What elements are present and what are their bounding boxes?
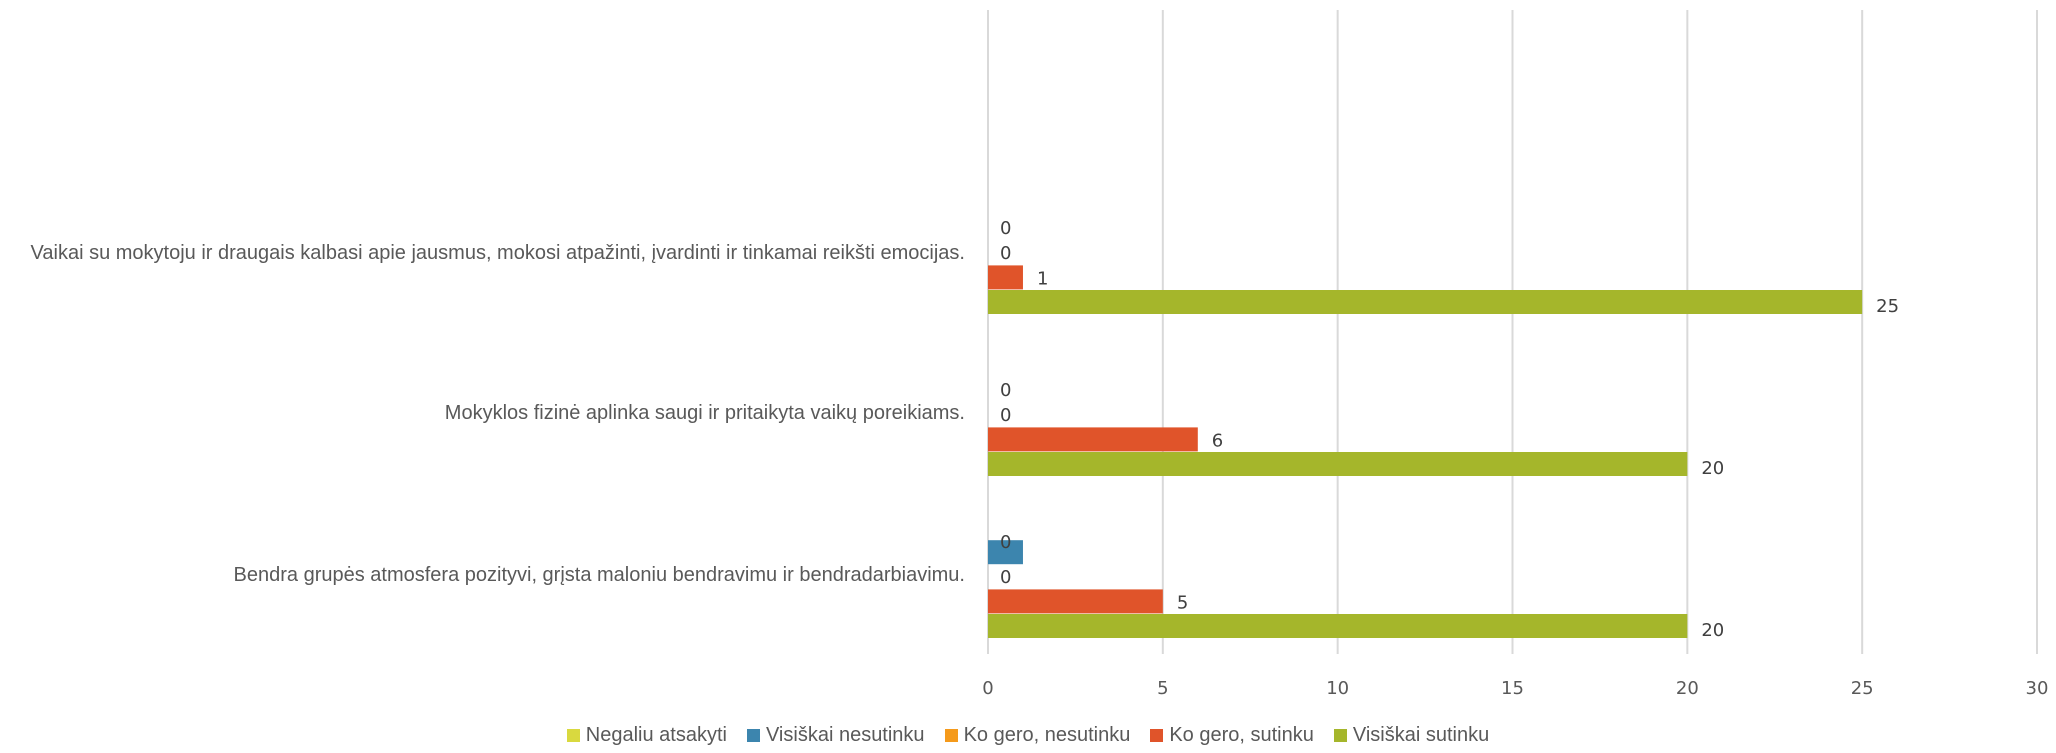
category-label-line: Mokyklos fizinė aplinka saugi ir pritaik… [445,402,965,424]
bar [988,427,1198,451]
data-label: 20 [1701,620,1724,641]
category-label: Mokyklos fizinė aplinka saugi ir pritaik… [445,402,965,424]
x-tick-label: 0 [982,678,993,699]
category-labels: Vaikai su mokytoju ir draugais kalbasi a… [31,242,965,586]
bar [988,265,1023,289]
legend-swatch [945,729,958,742]
category-label: Bendra grupės atmosfera pozityvi, grįsta… [234,564,965,586]
legend-item: Negaliu atsakyti [567,724,727,747]
legend-item: Ko gero, nesutinku [945,724,1131,747]
legend: Negaliu atsakyti Visiškai nesutinku Ko ger… [0,724,2056,747]
legend-swatch [567,729,580,742]
bars [988,265,1862,638]
category-label: Vaikai su mokytoju ir draugais kalbasi a… [31,242,965,264]
data-label: 0 [1000,380,1011,401]
legend-item: Ko gero, sutinku [1150,724,1314,747]
data-label: 0 [1000,405,1011,426]
data-label: 20 [1701,458,1724,479]
legend-swatch [1334,729,1347,742]
legend-item: Visiškai sutinku [1334,724,1489,747]
bar [988,614,1687,638]
data-label: 5 [1177,592,1188,613]
x-tick-label: 10 [1326,678,1349,699]
data-label: 0 [1000,243,1011,264]
legend-label: Visiškai nesutinku [766,724,925,747]
data-label: 0 [1000,532,1011,553]
data-label: 6 [1212,430,1223,451]
bar [988,589,1163,613]
data-label: 25 [1876,296,1899,317]
x-axis-ticks: 0 5 10 15 20 25 30 [982,678,2048,699]
data-label: 1 [1037,268,1048,289]
bar [988,452,1687,476]
data-label: 0 [1000,567,1011,588]
bar [988,290,1862,314]
bar-chart: 0 0 1 25 0 0 6 20 0 0 5 20 0 5 10 15 20 25 30 Vaikai su m… [0,0,2056,720]
category-label-line: Vaikai su mokytoju ir draugais kalbasi a… [31,242,965,264]
legend-swatch [747,729,760,742]
gridlines [988,10,2037,654]
x-tick-label: 20 [1676,678,1699,699]
x-tick-label: 5 [1157,678,1168,699]
x-tick-label: 30 [2026,678,2049,699]
data-label: 0 [1000,218,1011,239]
legend-swatch [1150,729,1163,742]
x-tick-label: 25 [1851,678,1874,699]
legend-label: Visiškai sutinku [1353,724,1489,747]
legend-item: Visiškai nesutinku [747,724,925,747]
category-label-line: Bendra grupės atmosfera pozityvi, grįsta… [234,564,965,586]
legend-label: Ko gero, sutinku [1169,724,1314,747]
x-tick-label: 15 [1501,678,1524,699]
legend-label: Ko gero, nesutinku [964,724,1131,747]
legend-label: Negaliu atsakyti [586,724,727,747]
